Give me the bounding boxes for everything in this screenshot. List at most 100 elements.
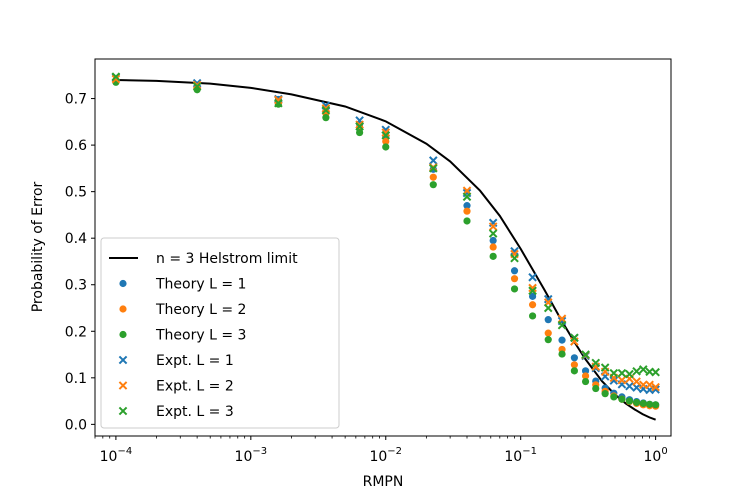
data-point	[543, 303, 553, 313]
data-point	[528, 312, 537, 320]
data-point	[510, 285, 519, 293]
data-point	[488, 229, 498, 238]
data-point	[463, 207, 471, 215]
data-point	[274, 98, 283, 108]
data-point	[355, 120, 364, 129]
data-point	[274, 95, 283, 105]
data-point	[600, 363, 610, 372]
data-point	[510, 275, 519, 283]
data-point	[581, 350, 590, 359]
legend-marker-swatch	[119, 279, 127, 288]
data-point	[610, 393, 618, 401]
x-tick-label: 100	[644, 446, 668, 465]
data-point	[428, 156, 438, 165]
axes-frame	[94, 58, 672, 437]
data-point	[544, 316, 552, 324]
y-tick-label: 0.7	[65, 92, 87, 108]
x-tick-label: 10−3	[235, 446, 268, 465]
data-point	[557, 320, 567, 330]
data-point	[625, 381, 634, 391]
data-point	[632, 398, 641, 407]
plot-area: 0.0 0.1 0.2 0.3 0.4 0.5 0.6 0.7 10−4 10−3 10−2 10−1…	[65, 58, 672, 465]
y-tick-label: 0.5	[65, 185, 87, 201]
y-axis-label: Probability of Error	[30, 181, 46, 312]
data-point	[381, 131, 391, 140]
data-point	[638, 380, 648, 390]
data-point	[646, 400, 654, 408]
data-point	[192, 78, 202, 88]
data-point	[528, 283, 537, 293]
data-point	[651, 382, 660, 392]
data-point	[489, 243, 497, 251]
data-point	[381, 128, 391, 137]
legend-label: Theory L = 1	[155, 277, 246, 293]
data-point	[355, 122, 364, 131]
data-point	[510, 253, 519, 263]
data-point	[558, 336, 566, 344]
data-point	[510, 246, 519, 256]
data-point	[528, 286, 537, 296]
data-point	[570, 367, 578, 375]
data-point	[111, 72, 121, 81]
data-point	[557, 314, 567, 324]
data-point	[462, 192, 472, 202]
data-point	[463, 217, 471, 225]
data-point	[652, 401, 660, 409]
x-tick-label: 10−2	[369, 446, 402, 465]
legend-label: n = 3 Helstrom limit	[156, 251, 298, 267]
data-point	[528, 301, 537, 309]
data-point	[651, 367, 660, 377]
data-point	[639, 399, 647, 408]
data-point	[601, 390, 609, 398]
y-tick-label: 0.6	[65, 138, 87, 154]
data-point	[321, 105, 331, 115]
y-tick-label: 0.0	[65, 417, 87, 433]
data-point	[428, 164, 438, 173]
data-point	[321, 104, 331, 113]
legend-marker-swatch	[118, 406, 128, 416]
legend: n = 3 Helstrom limit Theory L = 1 Theory L…	[100, 237, 340, 429]
data-point	[528, 292, 537, 300]
y-tick-label: 0.1	[65, 371, 87, 387]
data-point	[617, 368, 627, 378]
data-point	[609, 376, 619, 385]
data-point	[429, 181, 437, 189]
legend-box	[100, 237, 340, 429]
legend-label: Expt. L = 1	[156, 353, 234, 369]
data-point	[581, 367, 590, 375]
data-point	[489, 252, 497, 260]
data-point	[609, 368, 619, 378]
x-tick-label: 10−1	[504, 446, 537, 465]
data-point	[632, 366, 641, 376]
data-point	[625, 397, 634, 405]
data-point	[382, 143, 390, 151]
legend-marker-swatch	[119, 330, 127, 339]
legend-label: Theory L = 3	[155, 328, 246, 344]
legend-marker-swatch	[118, 355, 128, 365]
data-point	[570, 354, 578, 362]
data-point	[617, 375, 627, 385]
data-point	[570, 361, 578, 369]
data-point	[618, 395, 626, 403]
data-point	[638, 365, 648, 374]
x-tick-label: 10−4	[100, 446, 133, 465]
data-point	[488, 222, 498, 231]
legend-marker-swatch	[119, 305, 127, 313]
data-point	[591, 358, 601, 368]
data-point	[543, 294, 553, 304]
data-point	[528, 272, 537, 282]
y-tick-label: 0.3	[65, 278, 87, 294]
legend-label: Expt. L = 2	[156, 379, 234, 395]
data-point	[625, 369, 634, 379]
y-tick-label: 0.2	[65, 324, 87, 340]
data-point	[463, 202, 471, 210]
data-point	[429, 173, 437, 181]
data-point	[645, 380, 654, 390]
legend-label: Expt. L = 3	[156, 404, 234, 420]
x-axis-label: RMPN	[363, 474, 404, 490]
legend-label: Theory L = 2	[155, 302, 246, 318]
data-point	[356, 128, 364, 137]
data-point	[489, 236, 497, 245]
